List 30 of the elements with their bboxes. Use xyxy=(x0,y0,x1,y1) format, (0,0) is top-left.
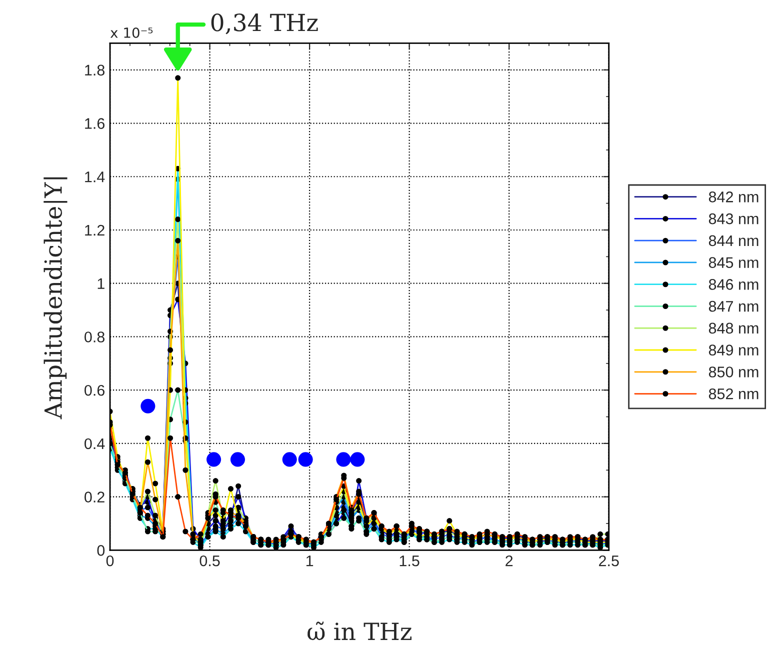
x-tick-label: 1 xyxy=(306,556,314,566)
legend-label: 844 nm xyxy=(708,235,758,246)
legend-label: 846 nm xyxy=(708,279,758,290)
legend-label: 847 nm xyxy=(708,300,758,312)
x-axis-title: ω̃ in THz xyxy=(308,622,412,640)
text: x 10⁻⁵ xyxy=(110,27,153,38)
x-tick-label: 1.5 xyxy=(400,556,420,566)
y-tick-label: 0.4 xyxy=(84,438,105,450)
legend-label: 850 nm xyxy=(708,366,758,378)
x-tick-label: 0.5 xyxy=(200,555,220,566)
y-tick-label: 1.8 xyxy=(85,64,104,76)
y-tick-label: 0 xyxy=(97,545,105,556)
legend-label: 852 nm xyxy=(708,388,758,400)
y-tick-label: 0.2 xyxy=(84,492,104,503)
y-axis-title: Amplitudendichte|Y| xyxy=(44,177,68,420)
annotation: 0,34 THz xyxy=(211,14,318,34)
x-tick-label: 2 xyxy=(506,555,513,566)
legend-label: 848 nm xyxy=(708,322,758,334)
legend-label: 843 nm xyxy=(708,213,758,224)
y-tick-label: 1.4 xyxy=(85,172,105,182)
y-tick-label: 1.6 xyxy=(85,118,104,129)
y-tick-label: 0.8 xyxy=(84,332,104,342)
x-tick-label: 0 xyxy=(106,555,114,566)
legend-label: 842 nm xyxy=(708,192,758,202)
legend-label: 849 nm xyxy=(708,344,758,356)
y-tick-label: 1 xyxy=(98,278,104,289)
x-tick-label: 2.5 xyxy=(599,555,619,566)
y-tick-label: 0.6 xyxy=(84,384,104,396)
legend-label: 845 nm xyxy=(708,257,758,268)
y-tick-label: 1.2 xyxy=(85,224,104,236)
